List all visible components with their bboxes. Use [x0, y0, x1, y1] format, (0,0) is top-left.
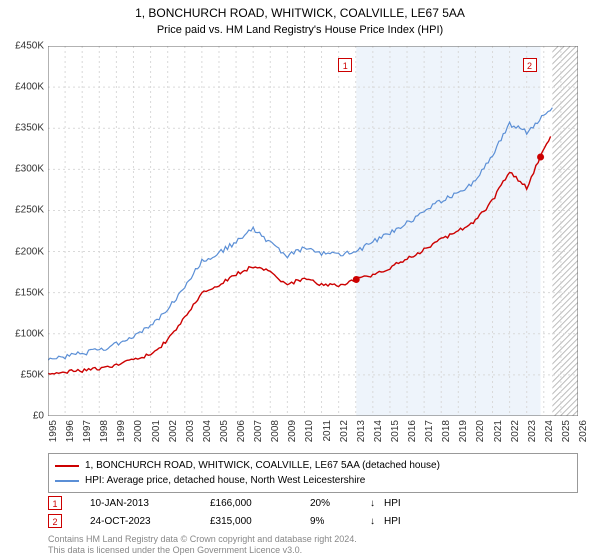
sales-arrow-icon: ↓: [370, 498, 384, 509]
x-tick-label: 2018: [441, 420, 452, 442]
x-tick-label: 2003: [185, 420, 196, 442]
footer-line1: Contains HM Land Registry data © Crown c…: [48, 534, 357, 545]
y-tick-label: £350K: [15, 123, 44, 134]
sales-table: 1 10-JAN-2013£166,00020%↓HPI 2 24-OCT-2023£…: [48, 494, 414, 530]
y-tick-label: £100K: [15, 328, 44, 339]
x-tick-label: 2014: [373, 420, 384, 442]
legend-row: HPI: Average price, detached house, Nort…: [55, 473, 571, 488]
y-tick-label: £450K: [15, 41, 44, 52]
x-tick-label: 1998: [99, 420, 110, 442]
sales-hpi-label: HPI: [384, 498, 414, 509]
legend-swatch: [55, 465, 79, 467]
chart-svg: [48, 46, 578, 416]
chart-title: 1, BONCHURCH ROAD, WHITWICK, COALVILLE, …: [0, 0, 600, 22]
sales-price: £315,000: [210, 516, 310, 527]
y-tick-label: £400K: [15, 82, 44, 93]
footer-text: Contains HM Land Registry data © Crown c…: [48, 534, 357, 556]
legend: 1, BONCHURCH ROAD, WHITWICK, COALVILLE, …: [48, 453, 578, 493]
x-tick-label: 1995: [48, 420, 59, 442]
y-tick-label: £0: [33, 411, 44, 422]
x-tick-label: 2005: [219, 420, 230, 442]
x-tick-label: 2008: [270, 420, 281, 442]
sales-pct: 20%: [310, 498, 370, 509]
chart-area: £0£50K£100K£150K£200K£250K£300K£350K£400…: [48, 46, 578, 416]
sales-row: 2 24-OCT-2023£315,0009%↓HPI: [48, 512, 414, 530]
sales-date: 24-OCT-2023: [90, 516, 210, 527]
x-tick-label: 2001: [151, 420, 162, 442]
x-tick-label: 2011: [322, 420, 333, 442]
x-tick-label: 2010: [304, 420, 315, 442]
legend-label: HPI: Average price, detached house, Nort…: [85, 473, 365, 488]
y-tick-label: £200K: [15, 246, 44, 257]
x-tick-label: 2026: [578, 420, 589, 442]
y-tick-label: £50K: [21, 369, 44, 380]
x-tick-label: 2019: [458, 420, 469, 442]
sales-row: 1 10-JAN-2013£166,00020%↓HPI: [48, 494, 414, 512]
x-tick-label: 2007: [253, 420, 264, 442]
x-tick-label: 2020: [475, 420, 486, 442]
sales-price: £166,000: [210, 498, 310, 509]
x-tick-label: 2013: [356, 420, 367, 442]
x-tick-label: 2017: [424, 420, 435, 442]
x-tick-label: 2006: [236, 420, 247, 442]
x-tick-label: 1996: [65, 420, 76, 442]
x-tick-label: 2012: [339, 420, 350, 442]
x-tick-label: 2015: [390, 420, 401, 442]
sale-marker-2: 2: [523, 58, 537, 72]
sale-marker-1: 1: [338, 58, 352, 72]
x-tick-label: 1997: [82, 420, 93, 442]
x-tick-label: 1999: [116, 420, 127, 442]
chart-container: 1, BONCHURCH ROAD, WHITWICK, COALVILLE, …: [0, 0, 600, 560]
x-tick-label: 2022: [510, 420, 521, 442]
sales-arrow-icon: ↓: [370, 516, 384, 527]
footer-line2: This data is licensed under the Open Gov…: [48, 545, 357, 556]
legend-row: 1, BONCHURCH ROAD, WHITWICK, COALVILLE, …: [55, 458, 571, 473]
chart-subtitle: Price paid vs. HM Land Registry's House …: [0, 22, 600, 36]
x-tick-label: 2009: [287, 420, 298, 442]
legend-label: 1, BONCHURCH ROAD, WHITWICK, COALVILLE, …: [85, 458, 440, 473]
x-tick-label: 2002: [168, 420, 179, 442]
sales-marker: 2: [48, 514, 62, 528]
x-tick-label: 2016: [407, 420, 418, 442]
x-tick-label: 2023: [527, 420, 538, 442]
x-tick-label: 2025: [561, 420, 572, 442]
y-tick-label: £300K: [15, 164, 44, 175]
sales-hpi-label: HPI: [384, 516, 414, 527]
sales-date: 10-JAN-2013: [90, 498, 210, 509]
x-tick-label: 2004: [202, 420, 213, 442]
y-tick-label: £150K: [15, 287, 44, 298]
x-tick-label: 2024: [544, 420, 555, 442]
x-tick-label: 2021: [493, 420, 504, 442]
sales-marker: 1: [48, 496, 62, 510]
x-tick-label: 2000: [133, 420, 144, 442]
legend-swatch: [55, 480, 79, 482]
y-tick-label: £250K: [15, 205, 44, 216]
sales-pct: 9%: [310, 516, 370, 527]
